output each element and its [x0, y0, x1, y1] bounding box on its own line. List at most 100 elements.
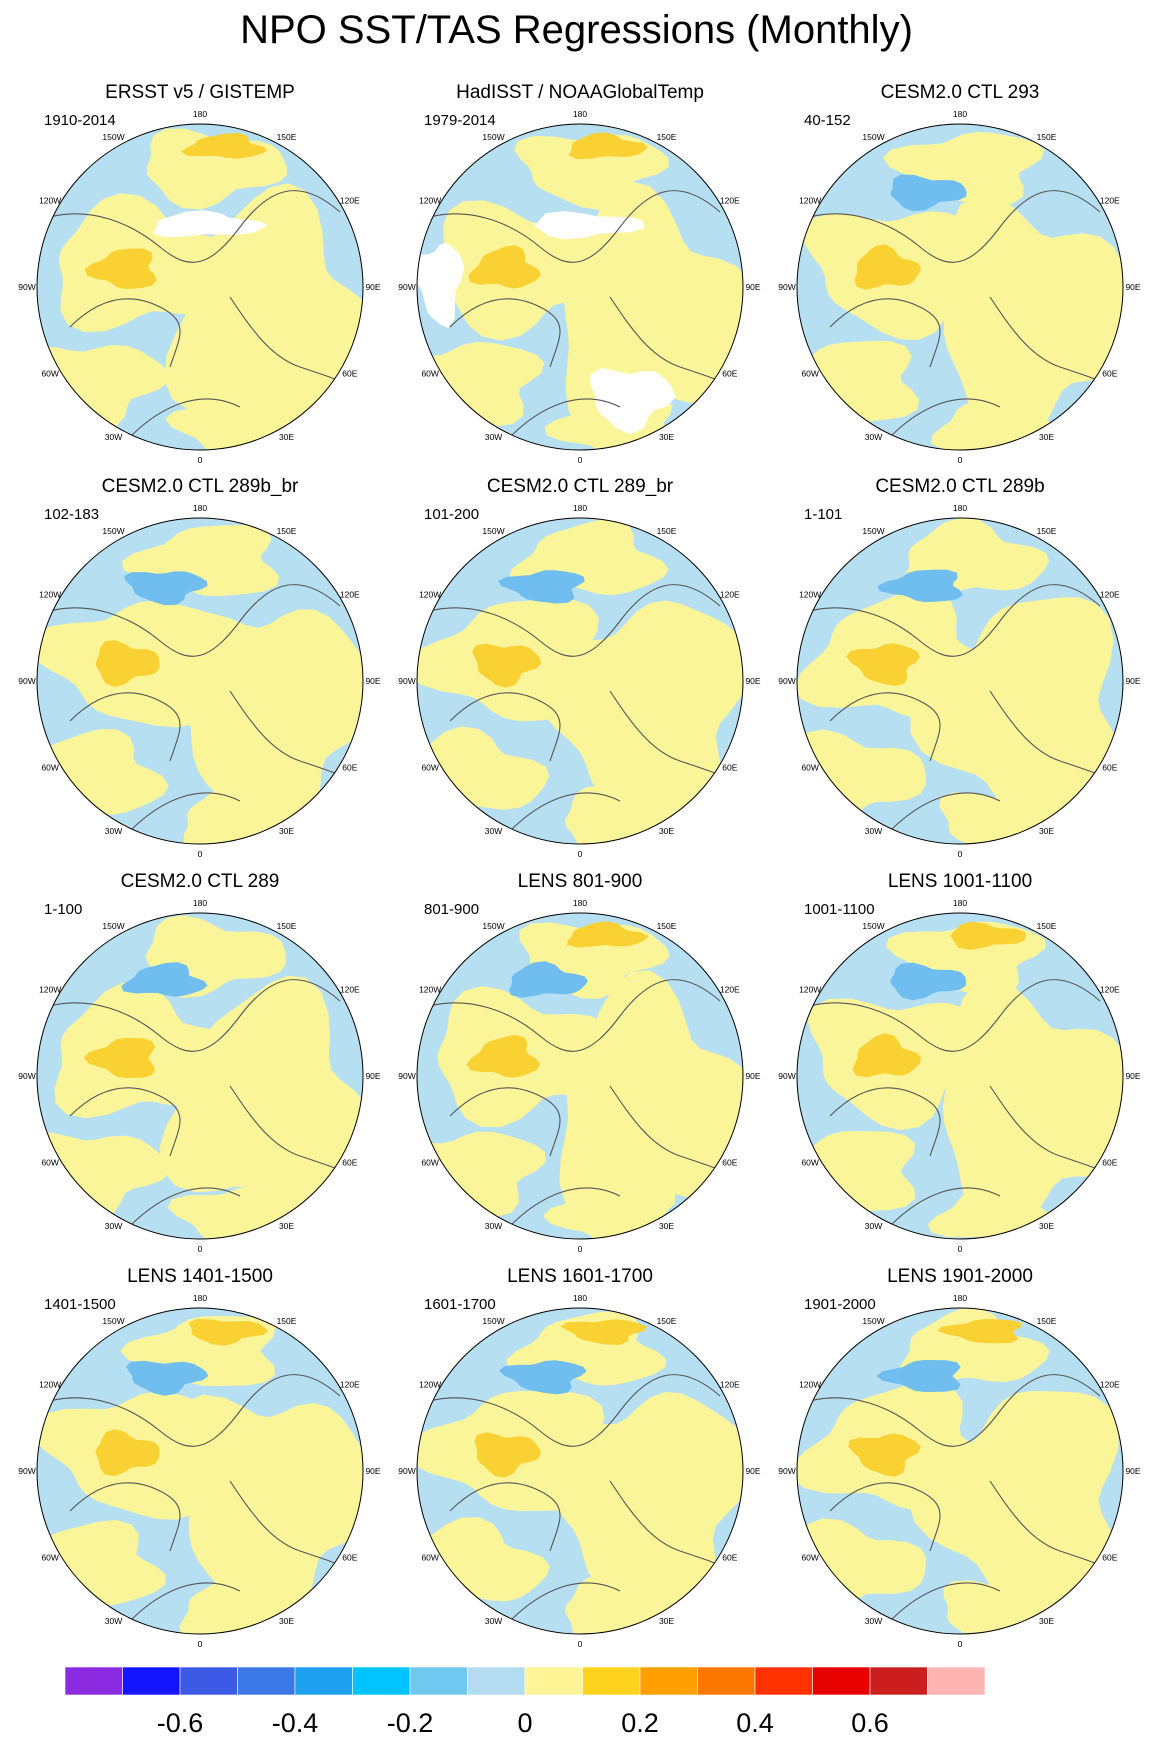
map-boundary	[796, 517, 1124, 845]
coastline	[809, 1374, 1101, 1447]
positive-region	[417, 341, 545, 427]
warm-core-region	[937, 1319, 1022, 1344]
longitude-label: 180	[573, 109, 587, 119]
panel-title: CESM2.0 CTL 293	[880, 82, 1040, 103]
warm-core-region	[188, 1318, 268, 1346]
coastline	[69, 298, 181, 368]
longitude-label: 150W	[482, 132, 504, 142]
warm-core-region	[95, 1429, 160, 1477]
panel-title: CESM2.0 CTL 289b	[875, 476, 1045, 497]
longitude-label: 0	[578, 1244, 583, 1254]
colorbar-label: -0.6	[156, 1708, 204, 1738]
longitude-label: 30W	[105, 432, 122, 442]
map-panel: LENS 1401-1500 180 150E 120E 90E 60E 30E 0 30W 60…	[10, 1266, 390, 1656]
colorbar-box	[352, 1667, 411, 1696]
missing-data-region	[417, 242, 465, 328]
longitude-label: 30E	[659, 826, 674, 836]
colorbar-box	[697, 1667, 756, 1696]
map-panel: ERSST v5 / GISTEMP 180 150E 120E 90E 60E 30E 0 3…	[10, 82, 390, 472]
polar-map: 180 150E 120E 90E 60E 30E 0 30W 60W 90W 120W 150W	[778, 1293, 1141, 1649]
longitude-label: 90W	[398, 1071, 415, 1081]
longitude-label: 90E	[365, 676, 380, 686]
longitude-label: 30W	[865, 432, 882, 442]
longitude-label: 150W	[102, 526, 124, 536]
longitude-label: 180	[193, 898, 207, 908]
polar-map: 180 150E 120E 90E 60E 30E 0 30W 60W 90W 120W 150W	[18, 1293, 381, 1649]
longitude-label: 60E	[1102, 1553, 1117, 1563]
colorbar-label: 0.6	[851, 1708, 889, 1738]
coastline	[509, 1187, 621, 1227]
panel-title: LENS 1401-1500	[127, 1266, 273, 1287]
longitude-label: 0	[198, 455, 203, 465]
longitude-label: 30E	[659, 432, 674, 442]
cool-core-region	[877, 569, 963, 603]
longitude-label: 120E	[1100, 1380, 1120, 1390]
coastline	[449, 692, 561, 762]
warm-core-region	[84, 248, 157, 290]
longitude-label: 120W	[799, 196, 821, 206]
positive-region	[939, 792, 1069, 844]
polar-map: 180 150E 120E 90E 60E 30E 0 30W 60W 90W 120W 150W	[778, 898, 1141, 1254]
longitude-label: 30E	[279, 826, 294, 836]
coastline	[49, 190, 341, 263]
coastline	[69, 1087, 181, 1157]
warm-core-region	[854, 244, 922, 290]
longitude-label: 90W	[398, 676, 415, 686]
coastline	[49, 979, 341, 1052]
longitude-label: 30W	[485, 826, 502, 836]
colorbar-box	[409, 1667, 468, 1696]
longitude-label: 150E	[277, 132, 297, 142]
longitude-label: 90E	[745, 1071, 760, 1081]
coastline	[69, 1482, 181, 1552]
map-boundary	[796, 123, 1124, 451]
map-panel: CESM2.0 CTL 289_br 180 150E 120E 90E 60E 30E 0 3…	[390, 476, 770, 866]
longitude-label: 60E	[1102, 1158, 1117, 1168]
polar-map: 180 150E 120E 90E 60E 30E 0 30W 60W 90W 120W 150W	[18, 898, 381, 1254]
colorbar-box	[122, 1667, 181, 1696]
map-panel: LENS 1901-2000 180 150E 120E 90E 60E 30E 0 30W 60…	[770, 1266, 1150, 1656]
colorbar-box	[467, 1667, 526, 1696]
longitude-label: 30W	[485, 1616, 502, 1626]
coastline	[129, 792, 241, 832]
map-boundary	[796, 1307, 1124, 1635]
warm-core-region	[180, 133, 268, 159]
longitude-label: 90W	[398, 282, 415, 292]
colorbar	[65, 1667, 985, 1696]
coastline	[829, 298, 941, 368]
longitude-label: 90W	[18, 1466, 35, 1476]
positive-region	[797, 1131, 916, 1211]
polar-map: 180 150E 120E 90E 60E 30E 0 30W 60W 90W 120W 150W	[398, 503, 761, 859]
panel-title: CESM2.0 CTL 289_br	[486, 476, 674, 497]
panel-years: 1601-1700	[424, 1296, 496, 1313]
longitude-label: 120E	[1100, 985, 1120, 995]
warm-core-region	[95, 640, 160, 687]
colorbar-box	[179, 1667, 238, 1696]
map-panel: HadISST / NOAAGlobalTemp 180 150E 120E 90E 60…	[390, 82, 770, 472]
longitude-label: 120E	[720, 985, 740, 995]
longitude-label: 120E	[720, 590, 740, 600]
positive-region	[173, 1394, 363, 1634]
cool-core-region	[499, 1360, 587, 1395]
longitude-label: 90E	[365, 282, 380, 292]
longitude-label: 30W	[865, 1616, 882, 1626]
longitude-label: 120E	[340, 1380, 360, 1390]
longitude-label: 90E	[745, 282, 760, 292]
coastline	[429, 979, 721, 1052]
longitude-label: 150W	[102, 132, 124, 142]
longitude-label: 60W	[41, 1158, 58, 1168]
longitude-label: 60W	[421, 763, 438, 773]
warm-core-region	[846, 643, 921, 686]
cool-core-region	[121, 962, 208, 997]
longitude-label: 120E	[720, 196, 740, 206]
longitude-label: 60W	[421, 1158, 438, 1168]
longitude-label: 90E	[745, 676, 760, 686]
longitude-label: 60W	[41, 1553, 58, 1563]
coastline	[69, 692, 181, 762]
colorbar-box	[65, 1667, 123, 1696]
map-panel: LENS 1601-1700 180 150E 120E 90E 60E 30E 0 30W 60…	[390, 1266, 770, 1656]
longitude-label: 60E	[342, 1158, 357, 1168]
longitude-label: 90W	[18, 676, 35, 686]
longitude-label: 90W	[778, 676, 795, 686]
longitude-label: 150E	[1037, 1316, 1057, 1326]
